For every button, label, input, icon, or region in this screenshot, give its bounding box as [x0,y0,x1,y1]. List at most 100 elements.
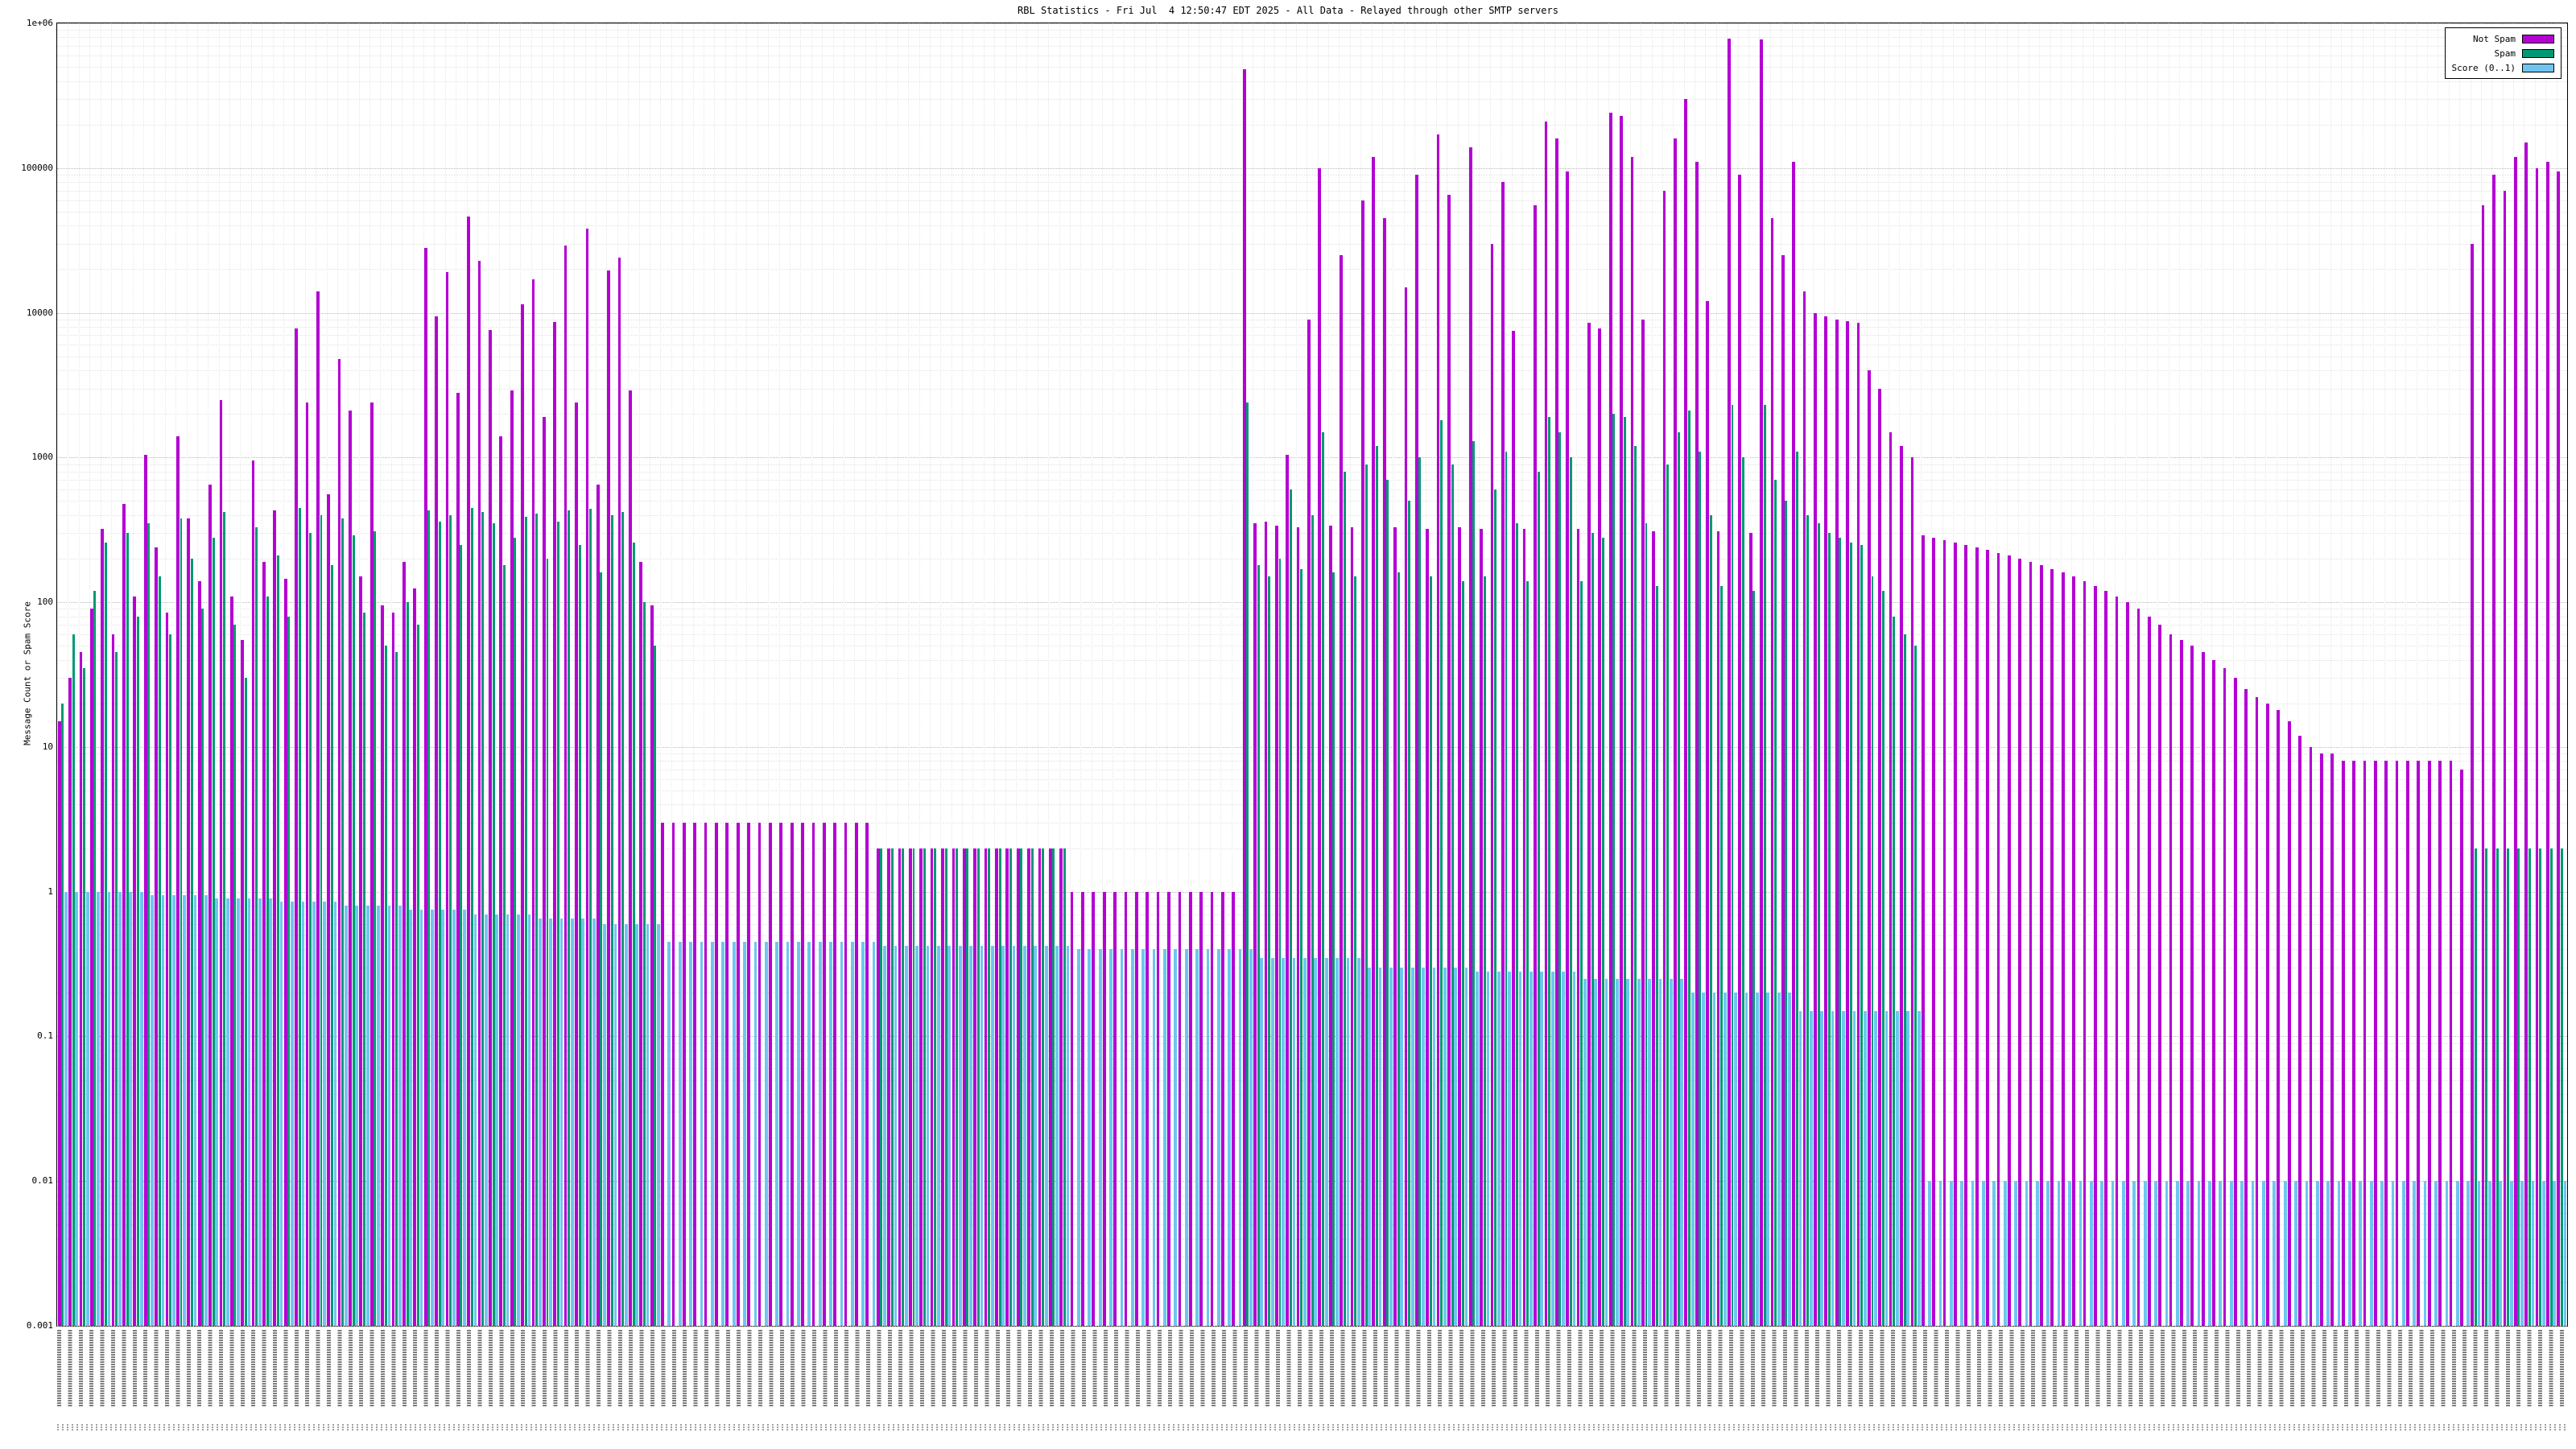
not-spam-bar [1382,218,1386,1326]
spam-bar [2517,848,2520,1326]
not-spam-bar [1404,287,1408,1326]
not-spam-bar [1522,529,1526,1326]
not-spam-bar [1447,195,1451,1326]
score-bar [1368,967,1372,1326]
not-spam-bar [1221,891,1224,1326]
score-bar [2014,1181,2017,1326]
vertical-gridline [768,23,770,1326]
spam-bar [1397,572,1400,1326]
not-spam-bar [1350,526,1354,1326]
not-spam-bar [2492,175,2496,1326]
score-bar [463,910,466,1326]
legend-entry-score: Score (0..1) [2452,60,2554,75]
not-spam-bar [1307,319,1311,1326]
not-spam-bar [887,848,890,1326]
not-spam-bar [1846,320,1849,1326]
score-bar [1949,1181,1953,1326]
score-bar [2315,1181,2319,1326]
spam-bar [890,848,894,1326]
not-spam-bar [456,392,460,1326]
spam-bar [352,535,355,1326]
not-spam-bar [1274,525,1278,1326]
vertical-gridline [1543,23,1545,1326]
vertical-gridline [380,23,382,1326]
vertical-gridline [520,23,522,1326]
not-spam-bar [2417,761,2421,1326]
vertical-gridline [811,23,812,1326]
score-bar [1088,949,1092,1326]
score-bar [1896,1010,1899,1326]
score-bar [2499,1181,2503,1326]
spam-bar [1343,471,1346,1326]
not-spam-bar [283,579,287,1326]
spam-bar [514,537,517,1326]
minor-gridline [57,190,2567,192]
vertical-gridline [358,23,360,1326]
score-bar [1842,1010,1845,1326]
not-spam-bar [1814,312,1817,1326]
vertical-gridline [218,23,220,1326]
not-spam-bar [704,822,708,1326]
spam-bar [137,616,139,1326]
score-bar [215,898,219,1326]
not-spam-bar [844,822,848,1326]
not-spam-bar [596,484,600,1326]
score-color-swatch [2522,63,2554,72]
vertical-gridline [736,23,737,1326]
not-spam-bar [747,822,750,1326]
major-gridline [57,312,2567,314]
score-bar [279,902,283,1326]
not-spam-bar [865,822,869,1326]
not-spam-bar [1975,547,1979,1326]
minor-gridline [57,464,2567,465]
vertical-gridline [2351,23,2353,1326]
vertical-gridline [2136,23,2137,1326]
score-bar [1282,957,1285,1326]
score-bar [151,894,154,1326]
score-bar [2273,1181,2277,1326]
score-bar [2509,1181,2513,1326]
vertical-gridline [175,23,177,1326]
vertical-gridline [1349,23,1351,1326]
score-bar [1766,993,1770,1326]
not-spam-bar [1188,891,1192,1326]
score-bar [700,942,704,1326]
spam-bar [1548,417,1550,1326]
score-bar [969,946,972,1326]
score-bar [1648,978,1651,1326]
vertical-gridline [2340,23,2342,1326]
spam-bar [126,533,129,1326]
vertical-gridline [854,23,856,1326]
spam-bar [2539,848,2542,1326]
spam-bar [1580,580,1583,1326]
score-bar [1454,967,1458,1326]
score-bar [1917,1010,1921,1326]
spam-bar [233,624,237,1326]
not-spam-bar [402,561,406,1326]
vertical-gridline [2093,23,2095,1326]
vertical-gridline [1759,23,1761,1326]
score-bar [64,891,68,1326]
score-bar [1303,957,1307,1326]
vertical-gridline [1188,23,1190,1326]
vertical-gridline [574,23,576,1326]
score-bar [1120,949,1124,1326]
score-bar [204,894,208,1326]
score-bar [753,942,758,1326]
vertical-gridline [1166,23,1168,1326]
vertical-gridline [1575,23,1577,1326]
score-bar [355,906,359,1326]
vertical-gridline [908,23,910,1326]
not-spam-bar [2513,156,2517,1326]
vertical-gridline [1414,23,1416,1326]
spam-bar [438,522,441,1326]
not-spam-bar [952,848,956,1326]
not-spam-bar [316,291,320,1326]
vertical-gridline [552,23,554,1326]
spam-bar [416,624,419,1326]
spam-bar [1720,585,1724,1326]
spam-bar [147,523,151,1326]
score-bar [1023,946,1026,1326]
minor-gridline [57,124,2567,126]
minor-gridline [57,489,2567,491]
